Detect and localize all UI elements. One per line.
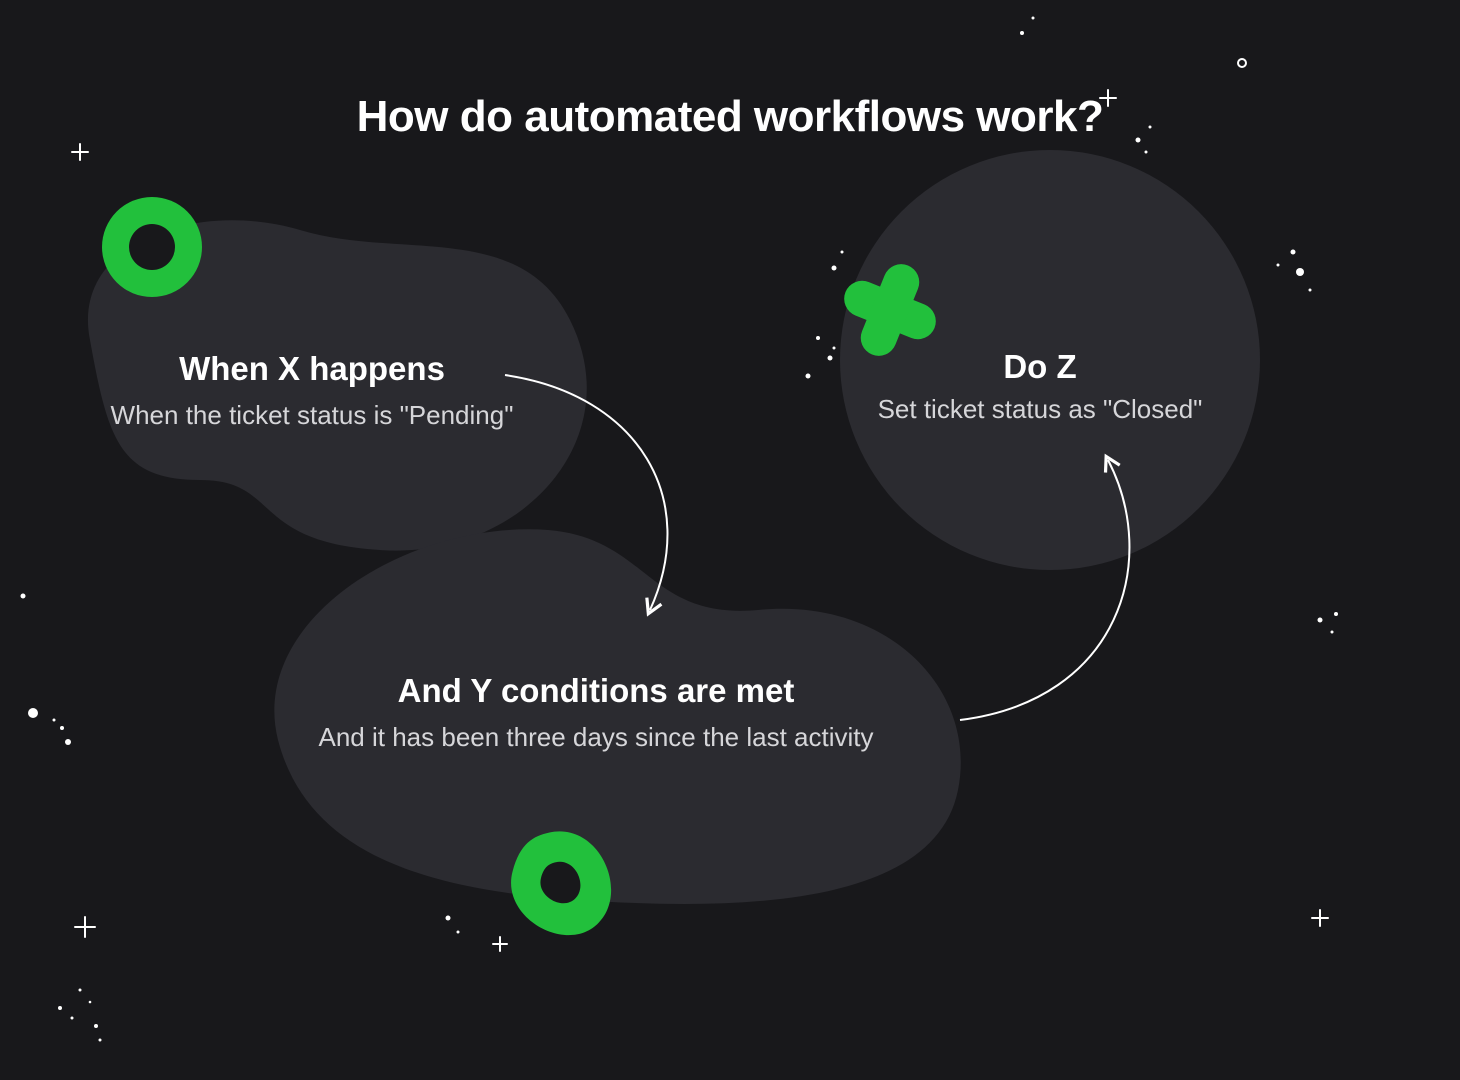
blob-x-subtext: When the ticket status is "Pending" [111, 400, 514, 431]
blob-x-heading: When X happens [179, 350, 445, 388]
page-title: How do automated workflows work? [0, 92, 1460, 142]
infographic-canvas: How do automated workflows work? When X … [0, 0, 1460, 1080]
blob-y-subtext: And it has been three days since the las… [319, 722, 874, 753]
donut-icon [102, 197, 202, 297]
blob-z-subtext: Set ticket status as "Closed" [878, 394, 1203, 425]
background-layer [0, 0, 1460, 1080]
blob-z-heading: Do Z [1003, 348, 1076, 386]
blob-y-heading: And Y conditions are met [398, 672, 795, 710]
